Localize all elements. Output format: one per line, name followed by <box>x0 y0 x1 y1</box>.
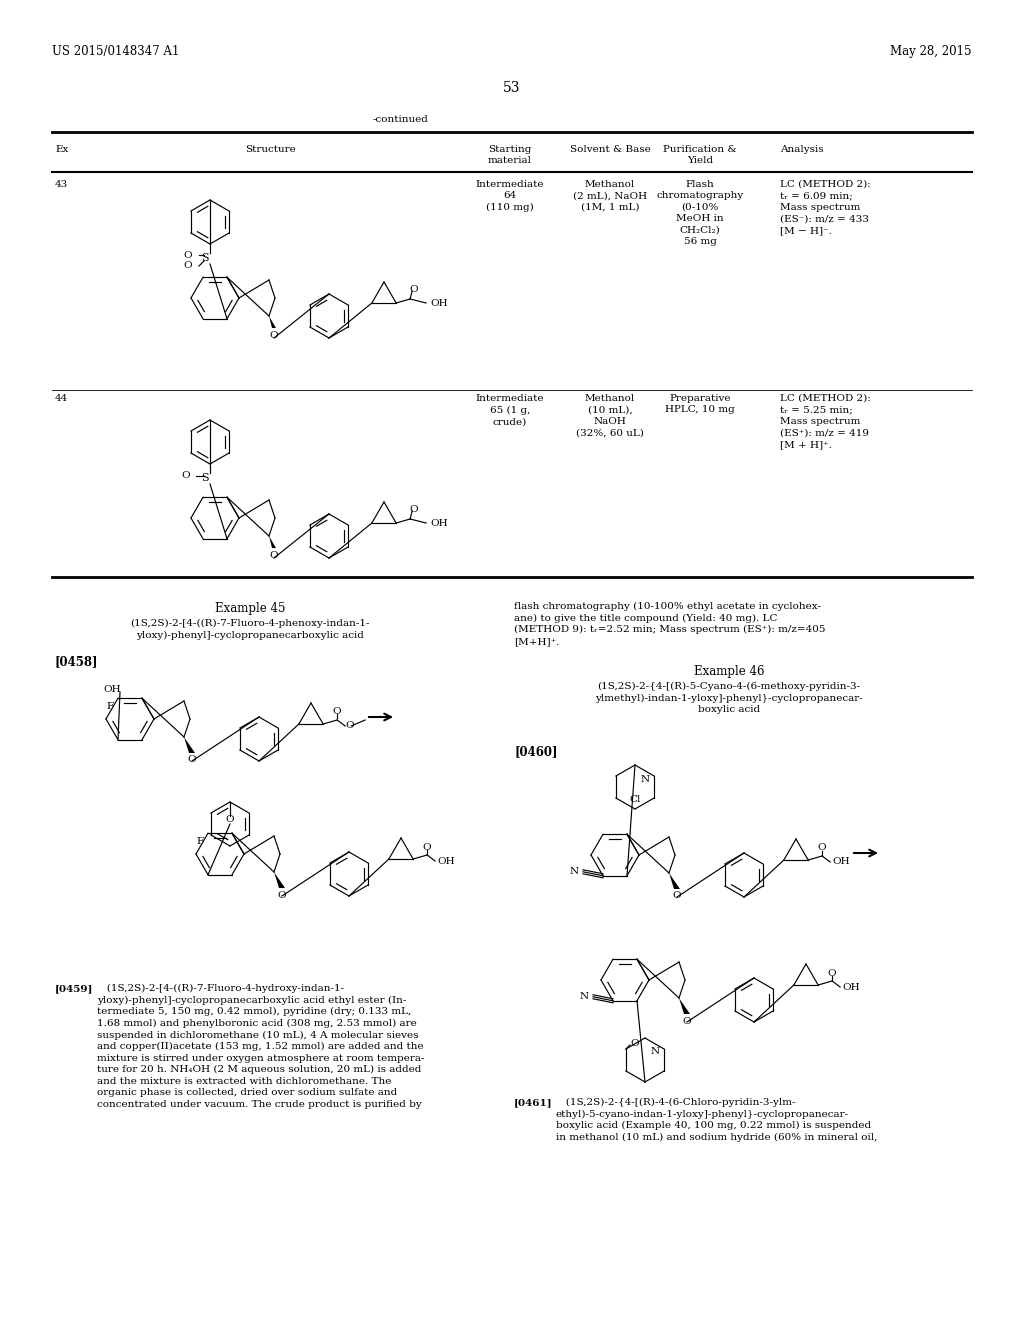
Text: OH: OH <box>430 298 447 308</box>
Text: [0461]: [0461] <box>514 1098 553 1107</box>
Text: Preparative
HPLC, 10 mg: Preparative HPLC, 10 mg <box>666 393 735 414</box>
Text: [0458]: [0458] <box>55 655 98 668</box>
Text: F: F <box>197 837 204 846</box>
Text: Ex: Ex <box>55 145 69 154</box>
Text: (1S,2S)-2-{4-[(R)-4-(6-Chloro-pyridin-3-ylm-
ethyl)-5-cyano-indan-1-yloxy]-pheny: (1S,2S)-2-{4-[(R)-4-(6-Chloro-pyridin-3-… <box>556 1098 878 1142</box>
Text: -continued: -continued <box>372 116 428 124</box>
Text: S: S <box>201 253 209 263</box>
Text: O: O <box>333 708 341 717</box>
Text: Methanol
(10 mL),
NaOH
(32%, 60 uL): Methanol (10 mL), NaOH (32%, 60 uL) <box>577 393 644 437</box>
Text: N: N <box>641 775 650 784</box>
Text: 43: 43 <box>55 180 69 189</box>
Text: 44: 44 <box>55 393 69 403</box>
Text: O: O <box>278 891 287 899</box>
Text: OH: OH <box>842 982 860 991</box>
Text: O: O <box>410 504 419 513</box>
Polygon shape <box>269 315 276 327</box>
Text: Example 45: Example 45 <box>215 602 286 615</box>
Text: Intermediate
65 (1 g,
crude): Intermediate 65 (1 g, crude) <box>476 393 544 426</box>
Text: Cl: Cl <box>630 795 641 804</box>
Polygon shape <box>269 536 276 548</box>
Text: N: N <box>580 993 589 1002</box>
Text: Flash
chromatography
(0-10%
MeOH in
CH₂Cl₂)
56 mg: Flash chromatography (0-10% MeOH in CH₂C… <box>656 180 743 247</box>
Text: Example 46: Example 46 <box>693 665 764 678</box>
Text: O: O <box>683 1016 691 1026</box>
Text: LC (METHOD 2):
tᵣ = 5.25 min;
Mass spectrum
(ES⁺): m/z = 419
[M + H]⁺.: LC (METHOD 2): tᵣ = 5.25 min; Mass spect… <box>780 393 870 449</box>
Text: O: O <box>410 285 419 293</box>
Text: F: F <box>106 702 114 710</box>
Text: LC (METHOD 2):
tᵣ = 6.09 min;
Mass spectrum
(ES⁻): m/z = 433
[M − H]⁻.: LC (METHOD 2): tᵣ = 6.09 min; Mass spect… <box>780 180 870 235</box>
Polygon shape <box>679 998 690 1014</box>
Text: OH: OH <box>833 858 850 866</box>
Text: 53: 53 <box>503 81 521 95</box>
Text: [0459]: [0459] <box>55 983 93 993</box>
Text: US 2015/0148347 A1: US 2015/0148347 A1 <box>52 45 179 58</box>
Text: Starting
material: Starting material <box>488 145 532 165</box>
Text: Solvent & Base: Solvent & Base <box>569 145 650 154</box>
Text: flash chromatography (10-100% ethyl acetate in cyclohex-
ane) to give the title : flash chromatography (10-100% ethyl acet… <box>514 602 825 645</box>
Polygon shape <box>274 873 285 888</box>
Text: Purification &
Yield: Purification & Yield <box>664 145 737 165</box>
Text: OH: OH <box>437 857 455 866</box>
Text: OH: OH <box>103 685 121 693</box>
Text: O: O <box>225 816 234 825</box>
Text: O: O <box>187 755 197 764</box>
Text: (1S,2S)-2-[4-((R)-7-Fluoro-4-phenoxy-indan-1-
yloxy)-phenyl]-cyclopropanecarboxy: (1S,2S)-2-[4-((R)-7-Fluoro-4-phenoxy-ind… <box>130 619 370 640</box>
Text: O: O <box>269 331 279 341</box>
Text: O: O <box>818 843 826 853</box>
Text: O: O <box>423 842 431 851</box>
Text: O: O <box>827 969 837 978</box>
Text: O: O <box>183 261 193 271</box>
Text: Methanol
(2 mL), NaOH
(1M, 1 mL): Methanol (2 mL), NaOH (1M, 1 mL) <box>573 180 647 213</box>
Text: (1S,2S)-2-{4-[(R)-5-Cyano-4-(6-methoxy-pyridin-3-
ylmethyl)-indan-1-yloxy]-pheny: (1S,2S)-2-{4-[(R)-5-Cyano-4-(6-methoxy-p… <box>595 682 863 714</box>
Text: O: O <box>181 471 190 480</box>
Text: O: O <box>673 891 681 900</box>
Text: O: O <box>183 251 193 260</box>
Polygon shape <box>184 737 195 752</box>
Text: N: N <box>570 867 579 876</box>
Text: Analysis: Analysis <box>780 145 823 154</box>
Text: S: S <box>201 473 209 483</box>
Text: OH: OH <box>430 519 447 528</box>
Text: Intermediate
64
(110 mg): Intermediate 64 (110 mg) <box>476 180 544 213</box>
Text: (1S,2S)-2-[4-((R)-7-Fluoro-4-hydroxy-indan-1-
yloxy)-phenyl]-cyclopropanecarboxy: (1S,2S)-2-[4-((R)-7-Fluoro-4-hydroxy-ind… <box>97 983 425 1109</box>
Text: O: O <box>630 1039 639 1048</box>
Text: Structure: Structure <box>245 145 295 154</box>
Text: N: N <box>651 1048 660 1056</box>
Text: [0460]: [0460] <box>514 744 557 758</box>
Text: O: O <box>269 552 279 561</box>
Text: O: O <box>345 722 353 730</box>
Polygon shape <box>669 873 680 888</box>
Text: May 28, 2015: May 28, 2015 <box>891 45 972 58</box>
